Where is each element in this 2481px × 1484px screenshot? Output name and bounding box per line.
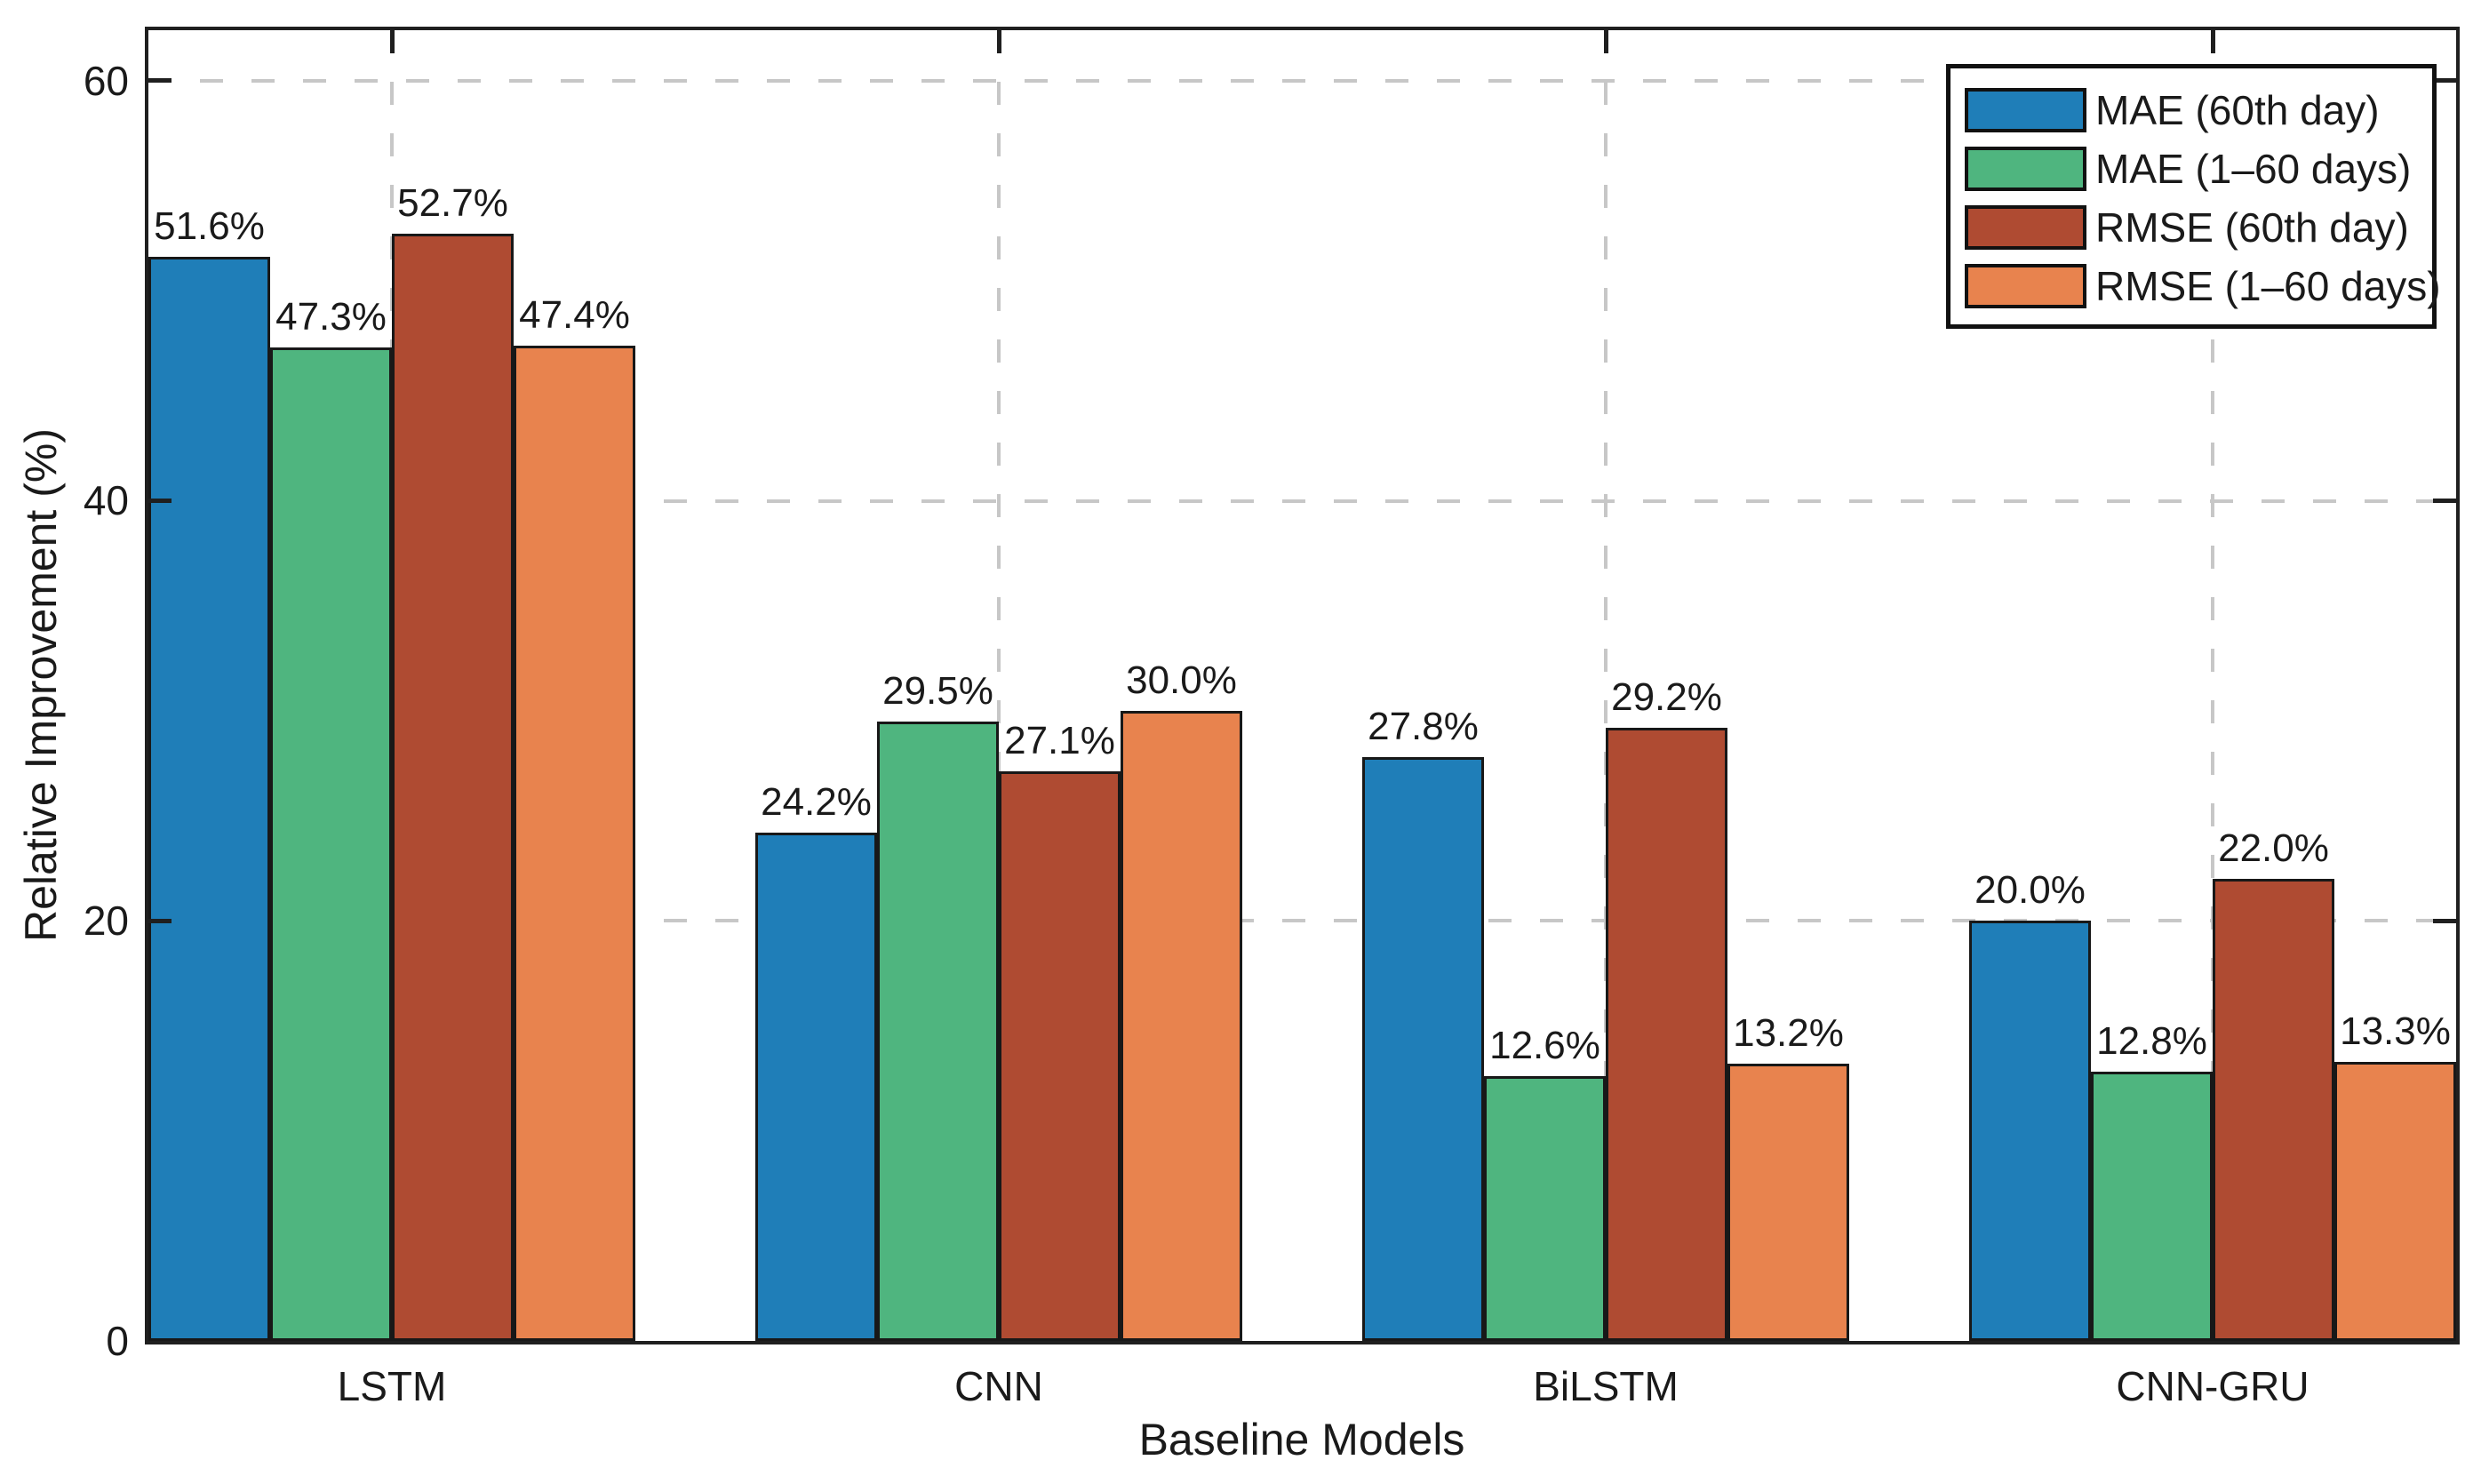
legend-swatch-rmse-1-60-days	[1965, 264, 2086, 308]
bar-value-label-bilstm-mae-60th-day: 27.8%	[1368, 705, 1479, 748]
top-tick-cnn-gru	[2210, 30, 2215, 53]
bar-value-label-cnn-rmse-1-60-days: 30.0%	[1126, 658, 1237, 702]
right-tick-40	[2433, 499, 2456, 503]
bar-cnn-gru-rmse-60th-day	[2213, 879, 2334, 1341]
bar-lstm-mae-60th-day	[148, 257, 270, 1341]
right-tick-60	[2433, 78, 2456, 84]
bar-cnn-mae-1-60-days	[877, 722, 999, 1341]
legend-swatch-mae-1-60-days	[1965, 147, 2086, 191]
bar-bilstm-mae-60th-day	[1362, 757, 1484, 1341]
legend-swatch-rmse-60th-day	[1965, 205, 2086, 250]
bar-cnn-rmse-60th-day	[999, 771, 1121, 1341]
category-label-bilstm: BiLSTM	[1533, 1363, 1679, 1409]
category-label-cnn: CNN	[954, 1363, 1043, 1409]
bar-bilstm-rmse-1-60-days	[1727, 1064, 1849, 1341]
bar-cnn-mae-60th-day	[755, 833, 877, 1341]
legend-label-rmse-60th-day: RMSE (60th day)	[2095, 204, 2409, 251]
y-tick-label-40: 40	[83, 477, 129, 524]
bar-value-label-cnn-rmse-60th-day: 27.1%	[1004, 719, 1115, 762]
bar-cnn-gru-rmse-1-60-days	[2334, 1062, 2456, 1341]
legend-row-rmse-1-60-days: RMSE (1–60 days)	[1965, 259, 2441, 314]
y-tick-label-20: 20	[83, 898, 129, 945]
bar-lstm-rmse-60th-day	[392, 234, 514, 1341]
bar-value-label-lstm-rmse-60th-day: 52.7%	[397, 181, 508, 225]
bar-bilstm-rmse-60th-day	[1606, 728, 1727, 1341]
bar-value-label-cnn-mae-1-60-days: 29.5%	[882, 669, 993, 713]
y-tick-label-60: 60	[83, 57, 129, 104]
bar-value-label-bilstm-mae-1-60-days: 12.6%	[1489, 1024, 1600, 1067]
left-tick-60	[148, 78, 172, 84]
bar-value-label-lstm-mae-1-60-days: 47.3%	[275, 295, 387, 339]
bar-value-label-cnn-gru-mae-60th-day: 20.0%	[1974, 868, 2086, 912]
legend-row-rmse-60th-day: RMSE (60th day)	[1965, 200, 2420, 255]
legend-label-rmse-1-60-days: RMSE (1–60 days)	[2095, 263, 2441, 309]
category-label-lstm: LSTM	[337, 1363, 447, 1409]
gridline-x-bilstm	[1604, 30, 1607, 1341]
bar-value-label-bilstm-rmse-1-60-days: 13.2%	[1733, 1011, 1844, 1055]
legend: MAE (60th day) MAE (1–60 days) RMSE (60th …	[1946, 64, 2441, 329]
bar-value-label-lstm-rmse-1-60-days: 47.4%	[519, 293, 630, 337]
left-tick-40	[148, 499, 172, 503]
bar-bilstm-mae-1-60-days	[1484, 1076, 1606, 1341]
gridline-x-cnn-gru	[2211, 30, 2214, 1341]
gridline-y-40	[148, 499, 2456, 503]
top-tick-bilstm	[1603, 30, 1608, 53]
bar-value-label-bilstm-rmse-60th-day: 29.2%	[1611, 675, 1722, 719]
bar-value-label-cnn-gru-mae-1-60-days: 12.8%	[2096, 1019, 2207, 1063]
top-tick-cnn	[996, 30, 1001, 53]
bar-lstm-mae-1-60-days	[270, 347, 392, 1341]
gridline-x-cnn	[997, 30, 1001, 1341]
right-tick-20	[2433, 918, 2456, 923]
bar-value-label-cnn-gru-rmse-60th-day: 22.0%	[2218, 826, 2329, 870]
legend-row-mae-1-60-days: MAE (1–60 days)	[1965, 141, 2420, 196]
bar-lstm-rmse-1-60-days	[514, 346, 635, 1341]
bar-cnn-gru-mae-1-60-days	[2091, 1072, 2213, 1341]
legend-label-mae-60th-day: MAE (60th day)	[2095, 87, 2380, 133]
plot-inner: 51.6% 47.3% 52.7% 47.4% 24.2% 29.5% 27.1% 30.0%…	[148, 30, 2456, 1341]
category-label-cnn-gru: CNN-GRU	[2116, 1363, 2309, 1409]
left-tick-20	[148, 918, 172, 923]
legend-label-mae-1-60-days: MAE (1–60 days)	[2095, 146, 2412, 192]
legend-row-mae-60th-day: MAE (60th day)	[1965, 83, 2420, 138]
gridline-y-20	[148, 919, 2456, 923]
y-tick-label-0: 0	[106, 1318, 129, 1364]
top-tick-lstm	[389, 30, 395, 53]
x-axis-label: Baseline Models	[1138, 1415, 1465, 1464]
bar-cnn-gru-mae-60th-day	[1969, 921, 2091, 1341]
bar-value-label-cnn-mae-60th-day: 24.2%	[761, 780, 872, 824]
bar-value-label-lstm-mae-60th-day: 51.6%	[154, 204, 265, 248]
bar-cnn-rmse-1-60-days	[1121, 711, 1242, 1341]
legend-swatch-mae-60th-day	[1965, 88, 2086, 132]
gridline-y-60	[148, 78, 2456, 83]
bar-value-label-cnn-gru-rmse-1-60-days: 13.3%	[2340, 1009, 2451, 1053]
